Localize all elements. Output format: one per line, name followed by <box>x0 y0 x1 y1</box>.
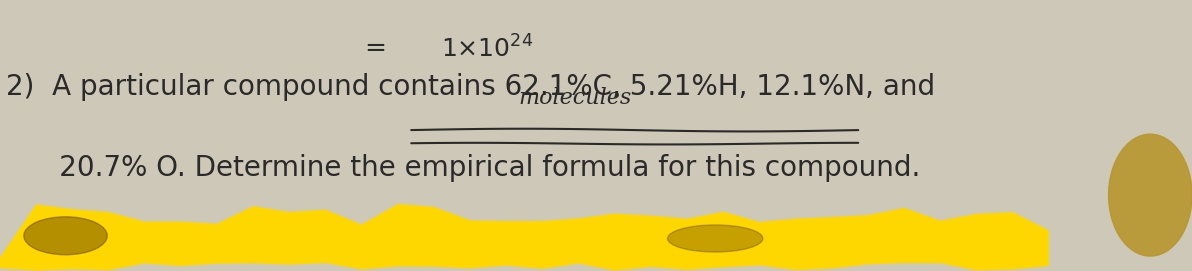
Text: 2)  A particular compound contains 62.1%C, 5.21%H, 12.1%N, and: 2) A particular compound contains 62.1%C… <box>6 73 935 101</box>
Text: $\mathit{1{\times}10^{24}}$: $\mathit{1{\times}10^{24}}$ <box>441 35 533 62</box>
Text: 20.7% O. Determine the empirical formula for this compound.: 20.7% O. Determine the empirical formula… <box>6 154 920 182</box>
Polygon shape <box>0 204 1049 271</box>
Ellipse shape <box>1109 134 1192 256</box>
Text: molecules: molecules <box>519 86 632 109</box>
Text: =: = <box>365 36 386 62</box>
Ellipse shape <box>24 217 107 255</box>
Ellipse shape <box>668 225 763 252</box>
